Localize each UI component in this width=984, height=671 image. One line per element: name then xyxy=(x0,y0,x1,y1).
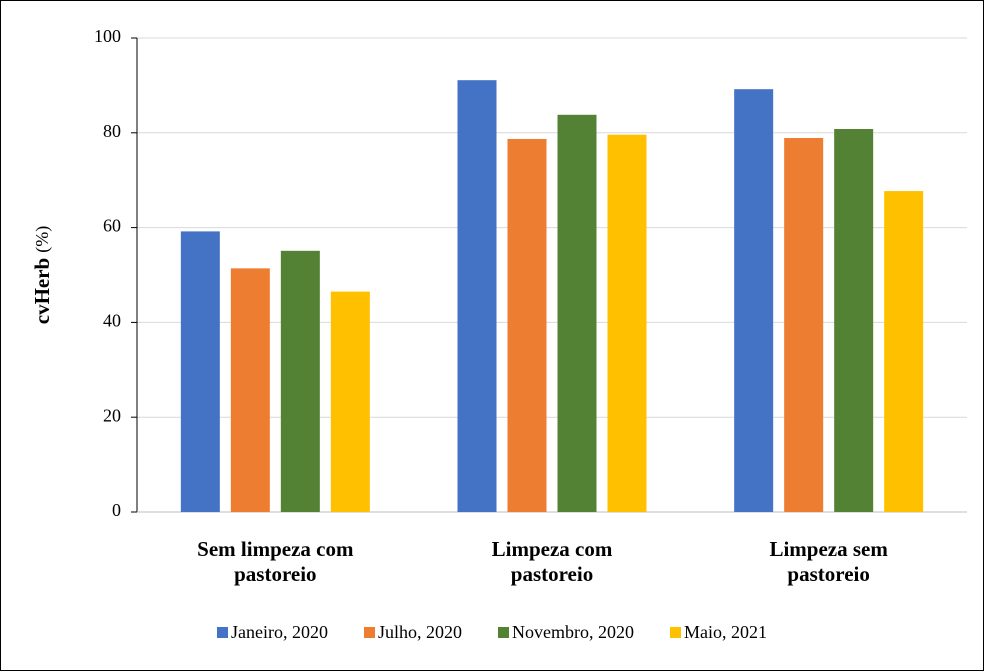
legend: Janeiro, 2020 Julho, 2020 Novembro, 2020 Ma… xyxy=(0,622,984,643)
legend-item: Julho, 2020 xyxy=(363,622,462,643)
bar xyxy=(884,191,924,513)
x-tick-label: Limpeza com pastoreio xyxy=(491,537,613,586)
y-tick-label: 40 xyxy=(103,311,121,331)
bar xyxy=(834,129,874,512)
y-axis-label: cvHerb (%) xyxy=(30,226,54,324)
legend-swatch xyxy=(217,627,228,638)
y-tick-label: 100 xyxy=(94,26,121,46)
legend-swatch xyxy=(363,627,375,638)
bar xyxy=(230,268,270,512)
bar xyxy=(330,291,370,512)
y-tick-label: 80 xyxy=(103,121,121,141)
legend-label: Maio, 2021 xyxy=(683,622,767,642)
legend-swatch xyxy=(498,627,509,638)
bar xyxy=(734,89,774,512)
bar xyxy=(280,250,320,513)
x-tick-label: Limpeza sem pastoreio xyxy=(769,537,888,586)
y-label-unit: (%) xyxy=(32,226,53,253)
legend-label: Janeiro, 2020 xyxy=(231,622,328,642)
legend-label: Novembro, 2020 xyxy=(512,622,634,642)
bar xyxy=(180,231,220,512)
y-label-main: cvHerb xyxy=(30,258,54,324)
bar xyxy=(507,138,547,512)
legend-swatch xyxy=(669,627,681,638)
legend-item: Novembro, 2020 xyxy=(498,622,634,643)
y-tick-label: 0 xyxy=(112,500,121,520)
legend-label: Julho, 2020 xyxy=(377,622,462,642)
x-tick-label: Sem limpeza com pastoreio xyxy=(197,537,354,586)
y-tick-label: 60 xyxy=(103,216,121,236)
legend-item: Maio, 2021 xyxy=(669,622,767,643)
bar xyxy=(784,138,824,512)
y-tick-label: 20 xyxy=(103,405,121,425)
legend-item: Janeiro, 2020 xyxy=(217,622,328,643)
bar xyxy=(457,80,497,512)
bar xyxy=(557,114,597,513)
bar xyxy=(607,134,647,513)
